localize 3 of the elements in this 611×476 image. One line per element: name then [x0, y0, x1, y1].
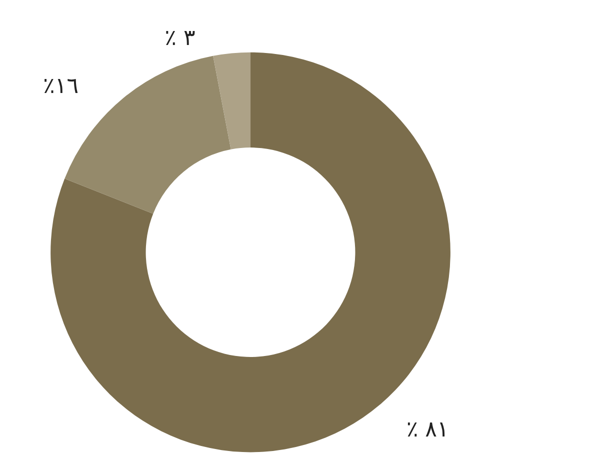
data-label: ٪ ٨١ [406, 418, 449, 443]
data-label: ٪ ٣ [164, 26, 196, 51]
data-label: ٪١٦ [43, 74, 79, 100]
